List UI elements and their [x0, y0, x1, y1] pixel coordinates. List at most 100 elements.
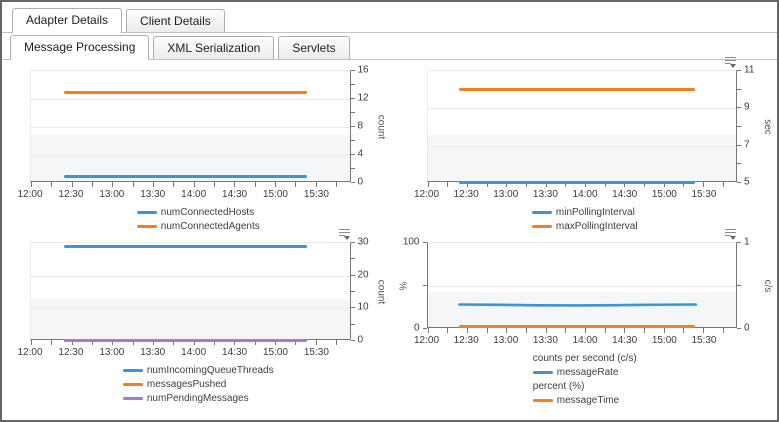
legend-marker: [532, 371, 553, 374]
chart-legend: numConnectedHosts numConnectedAgents: [10, 207, 387, 232]
legend-item[interactable]: messageTime: [532, 395, 619, 406]
series-messageTime: [459, 324, 696, 328]
axis-title: c/s: [762, 279, 773, 292]
axis-tick: [737, 126, 741, 127]
chart-main: 0 100% 12:00 12:30 13:00 13:30 14:00 14:30 15:00…: [397, 229, 773, 348]
x-axis-tick: [506, 182, 508, 187]
axis-tick-label: 20: [357, 269, 369, 281]
axis-tick-label: 0: [357, 334, 364, 346]
chart-menu-icon[interactable]: [725, 229, 738, 240]
chart-legend: numIncomingQueueThreads messagesPushed num…: [10, 365, 387, 404]
tab-label: Message Processing: [24, 40, 136, 54]
legend-item[interactable]: messageRate: [532, 367, 618, 378]
x-axis-tick: [295, 182, 297, 187]
x-axis-tick: [565, 182, 567, 187]
axis-tick: [737, 88, 741, 90]
tab-client-details[interactable]: Client Details: [126, 9, 225, 33]
legend-item[interactable]: numConnectedAgents: [136, 221, 260, 232]
tab-xml-serialization[interactable]: XML Serialization: [153, 36, 275, 60]
axis-tick-label: 100: [402, 236, 420, 248]
legend-marker: [532, 399, 553, 402]
x-axis-tick: [234, 182, 236, 187]
x-axis-tick: [644, 182, 646, 187]
axis-tick: [737, 163, 741, 165]
tab-servlets[interactable]: Servlets: [278, 36, 350, 60]
x-axis-tick: [335, 340, 337, 345]
x-axis-label: 15:30: [303, 189, 329, 200]
x-axis-tick: [71, 182, 73, 187]
tab-message-processing[interactable]: Message Processing: [10, 35, 150, 60]
tab-label: Client Details: [140, 14, 211, 28]
x-axis-tick: [254, 182, 256, 187]
legend-item[interactable]: maxPollingInterval: [531, 221, 638, 232]
x-axis-tick: [112, 340, 114, 345]
gridline: [31, 275, 350, 277]
legend-block: counts per second (c/s) messageRate percen…: [532, 353, 637, 406]
x-axis-tick: [254, 340, 256, 345]
chart-menu-icon[interactable]: [338, 229, 352, 240]
x-axis-labels: 12:00 12:30 13:00 13:30 14:00 14:30 15:00 15:30: [414, 335, 738, 348]
axis-tick: [350, 258, 355, 260]
x-axis-label: 14:30: [612, 335, 638, 346]
axis-tick-label: 4: [357, 148, 364, 160]
axis-tick: [350, 98, 355, 99]
x-axis-tick: [427, 328, 429, 333]
x-axis-tick: [683, 328, 685, 333]
x-axis-tick: [486, 328, 488, 333]
x-axis-tick: [315, 182, 317, 187]
axis-tick: [350, 140, 355, 141]
x-axis-tick: [663, 328, 665, 333]
tab-adapter-details[interactable]: Adapter Details: [12, 8, 123, 33]
axis-tick: [737, 328, 741, 329]
x-axis-tick: [644, 328, 646, 333]
axis-tick-label: 1: [744, 236, 750, 248]
axis-tick-label: 7: [744, 139, 750, 151]
x-axis-label: 15:30: [691, 189, 717, 200]
axis-title: count: [375, 114, 387, 139]
primary-tab-row: Adapter Details Client Details: [2, 2, 777, 33]
chart-connected-hosts-agents: 12:00 12:30 13:00 13:30 14:00 14:30 15:00 15:30…: [10, 65, 387, 233]
x-axis-label: 12:00: [17, 189, 43, 200]
x-axis-label: 13:30: [140, 347, 166, 358]
plot-area-wrap: 12:00 12:30 13:00 13:30 14:00 14:30 15:00 15:30: [414, 229, 738, 348]
x-axis-tick: [91, 340, 93, 345]
series-numPendingMessages: [63, 338, 308, 342]
legend-item[interactable]: messagesPushed: [122, 379, 226, 390]
axis-tick: [422, 285, 427, 286]
x-axis-label: 15:00: [651, 335, 677, 346]
x-axis-tick: [173, 340, 175, 345]
legend-item[interactable]: numIncomingQueueThreads: [122, 365, 274, 376]
x-axis-tick: [545, 182, 547, 187]
x-axis-tick: [604, 182, 606, 187]
legend-marker: [122, 383, 143, 386]
axis-tick: [737, 144, 741, 146]
axis-tick: [737, 107, 741, 109]
caret-down-icon: [730, 236, 736, 240]
x-axis-tick: [525, 328, 527, 333]
axis-tick: [350, 154, 355, 155]
x-axis-tick: [585, 182, 587, 187]
legend-item[interactable]: minPollingInterval: [531, 207, 635, 218]
gridline: [31, 127, 350, 128]
axis-tick: [350, 112, 355, 113]
x-axis-label: 14:00: [181, 189, 207, 200]
secondary-tab-row: Message Processing XML Serialization Ser…: [2, 33, 777, 60]
x-axis-label: 13:00: [493, 189, 519, 200]
legend-item[interactable]: numPendingMessages: [122, 393, 249, 404]
legend-group-header: percent (%): [532, 381, 585, 392]
x-axis-label: 12:00: [413, 189, 440, 200]
x-axis-tick: [466, 182, 468, 187]
x-axis-tick: [624, 182, 626, 187]
legend-item[interactable]: numConnectedHosts: [136, 207, 254, 218]
axis-tick-label: 0: [413, 322, 420, 334]
chart-main: 12:00 12:30 13:00 13:30 14:00 14:30 15:00 15:30…: [10, 65, 387, 202]
charts-grid: 12:00 12:30 13:00 13:30 14:00 14:30 15:00 15:30…: [2, 57, 777, 406]
axis-title: sec: [762, 118, 773, 135]
plot-area: [426, 242, 737, 333]
x-axis-label: 14:00: [181, 347, 207, 358]
x-axis-labels: 12:00 12:30 13:00 13:30 14:00 14:30 15:00 15:30: [17, 189, 351, 202]
axis-tick: [422, 242, 427, 243]
chart-menu-icon[interactable]: [725, 57, 738, 68]
axis-tick: [422, 328, 427, 329]
